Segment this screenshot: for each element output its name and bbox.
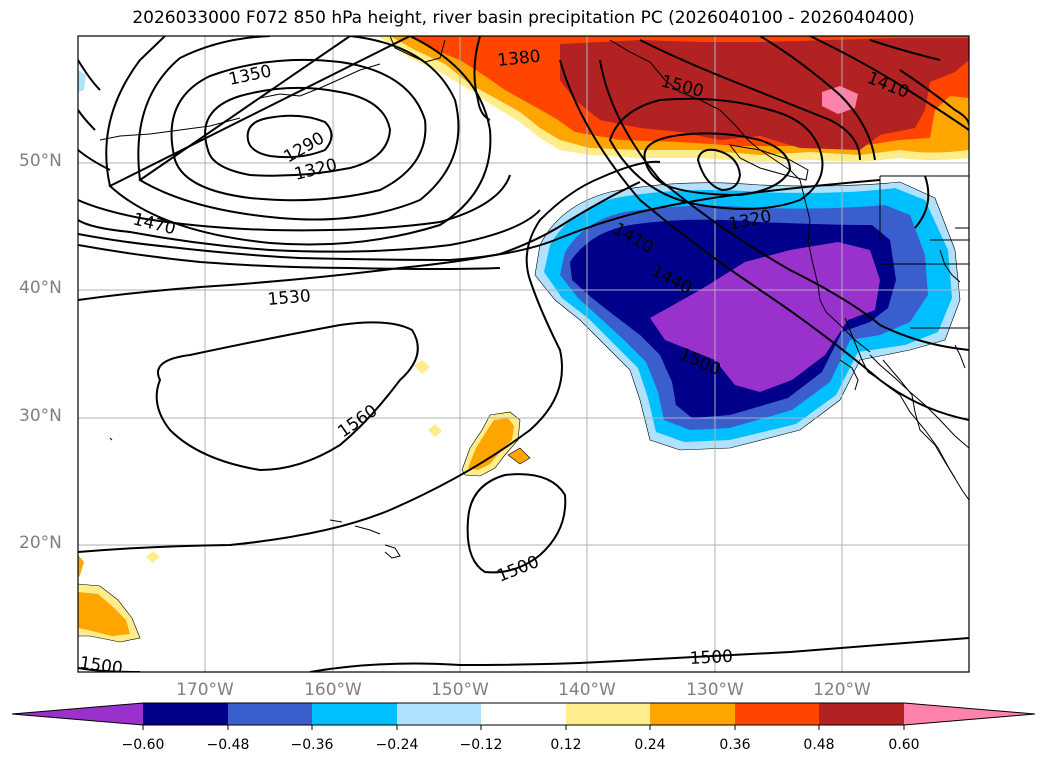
colorbar-segment [312,703,397,725]
colorbar-segment [904,703,1035,725]
colorbar-tick-label: 0.48 [803,737,835,753]
colorbar-segment [12,703,143,725]
lon-label-120w: 120°W [813,680,871,700]
colorbar-segment [566,703,650,725]
colorbar-segment [397,703,481,725]
colorbar-tick-label: 0.12 [550,737,582,753]
contour-label: 1500 [689,647,733,669]
contour-label: 1500 [78,653,124,679]
colorbar [11,702,1036,730]
colorbar-tick-label: −0.48 [206,737,250,753]
colorbar-tick-label: −0.12 [459,737,503,753]
lat-label-50n: 50°N [19,151,62,171]
contour-label: 1380 [496,47,541,71]
lon-label-160w: 160°W [304,680,362,700]
map-frame [77,35,970,673]
colorbar-tick-label: −0.60 [121,737,165,753]
colorbar-tick-label: 0.60 [888,737,920,753]
lon-label-170w: 170°W [176,680,234,700]
lon-label-150w: 150°W [431,680,489,700]
colorbar-segment [228,703,312,725]
contour-label: 1530 [267,286,312,310]
lon-label-140w: 140°W [558,680,616,700]
lon-label-130w: 130°W [686,680,744,700]
colorbar-segment [143,703,228,725]
precip-negative-california [534,181,961,451]
colorbar-segment [819,703,904,725]
chart-title: 2026033000 F072 850 hPa height, river ba… [132,8,915,28]
lat-label-40n: 40°N [19,278,62,298]
colorbar-segment [650,703,735,725]
colorbar-tick-label: 0.36 [719,737,751,753]
map-plot-area: 1350 1290 1320 1380 1410 1470 1530 1560 … [78,36,969,679]
lat-label-20n: 20°N [19,533,62,553]
colorbar-tick-label: −0.36 [290,737,334,753]
colorbar-segment [735,703,819,725]
colorbar-segment [481,703,566,725]
colorbar-tick-label: 0.24 [634,737,666,753]
lat-label-30n: 30°N [19,406,62,426]
precip-positive-patches [78,70,531,643]
colorbar-tick-label: −0.24 [375,737,419,753]
height-contours [78,36,969,672]
